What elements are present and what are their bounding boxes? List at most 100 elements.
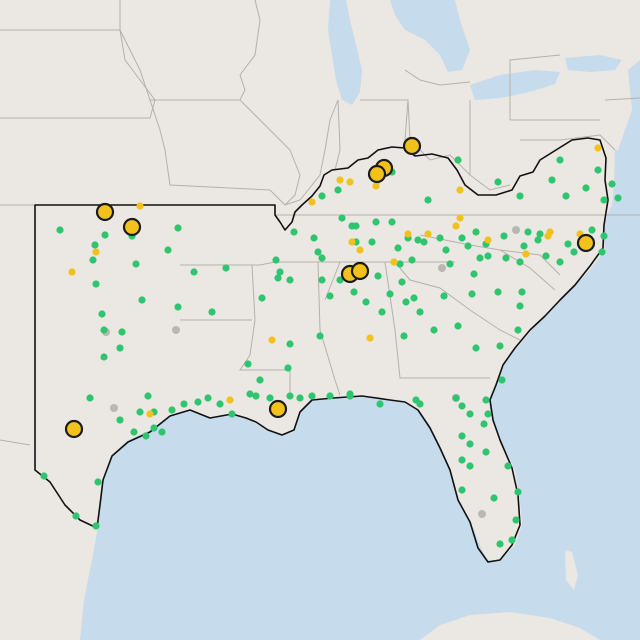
green-station-marker[interactable]: [600, 196, 608, 204]
green-station-marker[interactable]: [318, 192, 326, 200]
green-station-marker[interactable]: [190, 268, 198, 276]
green-station-marker[interactable]: [524, 228, 532, 236]
large-yellow-marker[interactable]: [350, 261, 370, 281]
green-station-marker[interactable]: [116, 344, 124, 352]
green-station-marker[interactable]: [400, 332, 408, 340]
green-station-marker[interactable]: [518, 288, 526, 296]
green-station-marker[interactable]: [310, 234, 318, 242]
green-station-marker[interactable]: [614, 194, 622, 202]
green-station-marker[interactable]: [494, 178, 502, 186]
green-station-marker[interactable]: [362, 298, 370, 306]
green-station-marker[interactable]: [164, 246, 172, 254]
green-station-marker[interactable]: [336, 276, 344, 284]
green-station-marker[interactable]: [89, 256, 97, 264]
green-station-marker[interactable]: [318, 276, 326, 284]
green-station-marker[interactable]: [516, 302, 524, 310]
green-station-marker[interactable]: [100, 353, 108, 361]
green-station-marker[interactable]: [286, 276, 294, 284]
green-station-marker[interactable]: [520, 242, 528, 250]
green-station-marker[interactable]: [144, 392, 152, 400]
green-station-marker[interactable]: [266, 394, 274, 402]
yellow-station-marker[interactable]: [68, 268, 76, 276]
green-station-marker[interactable]: [466, 410, 474, 418]
green-station-marker[interactable]: [286, 340, 294, 348]
green-station-marker[interactable]: [338, 214, 346, 222]
green-station-marker[interactable]: [472, 228, 480, 236]
green-station-marker[interactable]: [222, 264, 230, 272]
green-station-marker[interactable]: [534, 236, 542, 244]
green-station-marker[interactable]: [352, 222, 360, 230]
green-station-marker[interactable]: [372, 218, 380, 226]
green-station-marker[interactable]: [556, 156, 564, 164]
green-station-marker[interactable]: [548, 176, 556, 184]
large-yellow-marker[interactable]: [64, 419, 84, 439]
green-station-marker[interactable]: [494, 288, 502, 296]
green-station-marker[interactable]: [350, 288, 358, 296]
yellow-station-marker[interactable]: [594, 144, 602, 152]
green-station-marker[interactable]: [440, 292, 448, 300]
green-station-marker[interactable]: [482, 396, 490, 404]
yellow-station-marker[interactable]: [336, 176, 344, 184]
yellow-station-marker[interactable]: [92, 248, 100, 256]
green-station-marker[interactable]: [284, 364, 292, 372]
green-station-marker[interactable]: [286, 392, 294, 400]
green-station-marker[interactable]: [158, 428, 166, 436]
green-station-marker[interactable]: [316, 332, 324, 340]
green-station-marker[interactable]: [414, 236, 422, 244]
green-station-marker[interactable]: [442, 246, 450, 254]
green-station-marker[interactable]: [402, 298, 410, 306]
green-station-marker[interactable]: [91, 241, 99, 249]
green-station-marker[interactable]: [564, 240, 572, 248]
green-station-marker[interactable]: [142, 432, 150, 440]
green-station-marker[interactable]: [408, 256, 416, 264]
large-yellow-marker[interactable]: [268, 399, 288, 419]
green-station-marker[interactable]: [374, 272, 382, 280]
green-station-marker[interactable]: [496, 342, 504, 350]
green-station-marker[interactable]: [314, 248, 322, 256]
green-station-marker[interactable]: [514, 488, 522, 496]
large-yellow-marker[interactable]: [95, 202, 115, 222]
green-station-marker[interactable]: [326, 292, 334, 300]
green-station-marker[interactable]: [396, 260, 404, 268]
green-station-marker[interactable]: [556, 258, 564, 266]
green-station-marker[interactable]: [502, 254, 510, 262]
green-station-marker[interactable]: [458, 432, 466, 440]
yellow-station-marker[interactable]: [424, 230, 432, 238]
yellow-station-marker[interactable]: [356, 246, 364, 254]
yellow-station-marker[interactable]: [522, 250, 530, 258]
green-station-marker[interactable]: [86, 394, 94, 402]
green-station-marker[interactable]: [398, 278, 406, 286]
green-station-marker[interactable]: [290, 228, 298, 236]
green-station-marker[interactable]: [274, 274, 282, 282]
green-station-marker[interactable]: [500, 232, 508, 240]
green-station-marker[interactable]: [470, 270, 478, 278]
green-station-marker[interactable]: [490, 494, 498, 502]
green-station-marker[interactable]: [194, 398, 202, 406]
green-station-marker[interactable]: [458, 456, 466, 464]
green-station-marker[interactable]: [208, 308, 216, 316]
green-station-marker[interactable]: [514, 326, 522, 334]
large-yellow-marker[interactable]: [576, 233, 596, 253]
gray-station-marker[interactable]: [172, 326, 180, 334]
green-station-marker[interactable]: [416, 308, 424, 316]
green-station-marker[interactable]: [594, 166, 602, 174]
green-station-marker[interactable]: [174, 224, 182, 232]
large-yellow-marker[interactable]: [367, 164, 387, 184]
yellow-station-marker[interactable]: [390, 258, 398, 266]
green-station-marker[interactable]: [116, 416, 124, 424]
green-station-marker[interactable]: [504, 462, 512, 470]
green-station-marker[interactable]: [496, 540, 504, 548]
gray-station-marker[interactable]: [478, 510, 486, 518]
green-station-marker[interactable]: [174, 303, 182, 311]
green-station-marker[interactable]: [516, 192, 524, 200]
yellow-station-marker[interactable]: [366, 334, 374, 342]
gray-station-marker[interactable]: [512, 226, 520, 234]
green-station-marker[interactable]: [92, 522, 100, 530]
green-station-marker[interactable]: [472, 344, 480, 352]
green-station-marker[interactable]: [542, 252, 550, 260]
green-station-marker[interactable]: [216, 400, 224, 408]
green-station-marker[interactable]: [468, 290, 476, 298]
yellow-station-marker[interactable]: [456, 186, 464, 194]
